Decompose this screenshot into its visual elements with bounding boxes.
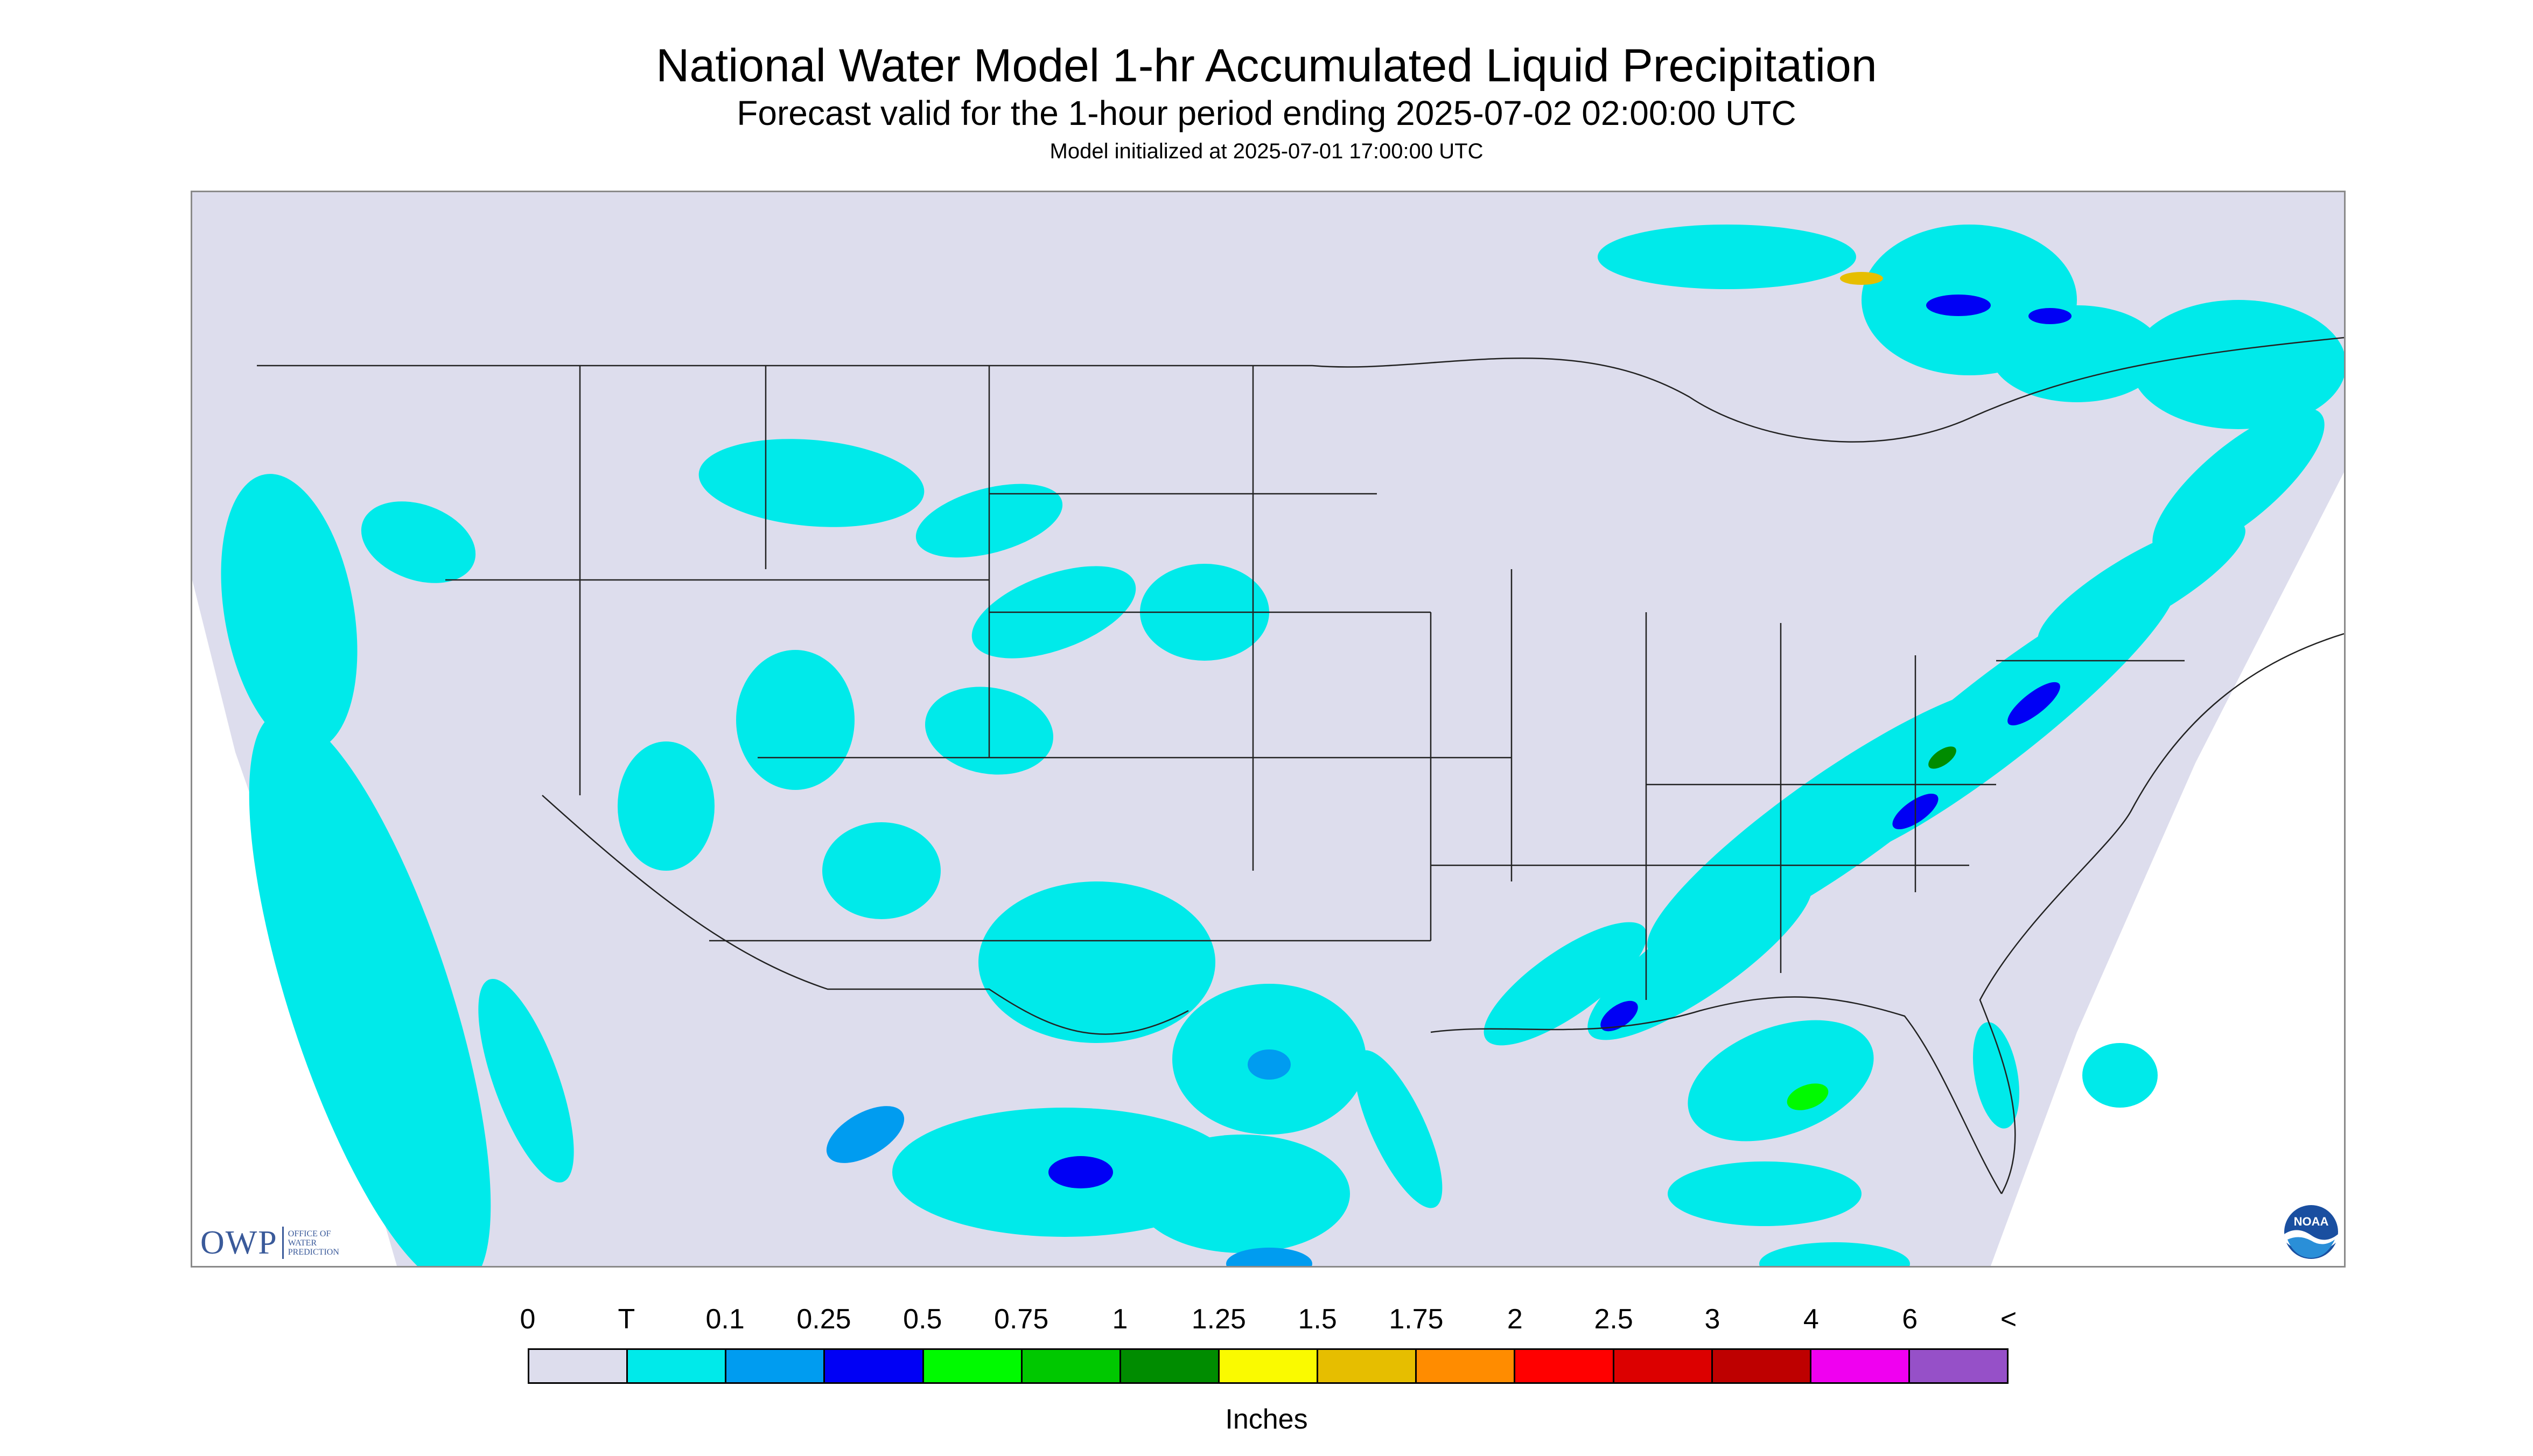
precipitation-map — [191, 191, 2346, 1268]
legend-swatch — [923, 1350, 1023, 1382]
legend-tick: 2.5 — [1594, 1304, 1633, 1335]
owp-logo: OWP OFFICE OF WATER PREDICTION — [200, 1221, 339, 1264]
legend-swatch — [1318, 1350, 1417, 1382]
precip-area — [1787, 1083, 1829, 1110]
forecast-valid-subtitle: Forecast valid for the 1-hour period end… — [737, 94, 1796, 132]
precip-area — [822, 822, 941, 919]
border-line — [542, 795, 1189, 1035]
precip-area — [1598, 225, 1856, 289]
precip-area — [736, 650, 855, 790]
precip-area — [1226, 1248, 1312, 1266]
legend-tick-labels: 0 T 0.1 0.25 0.5 0.75 1 1.25 1.5 1.75 2 2.5 3 4 6 < — [0, 1303, 2533, 1341]
state-borders — [257, 337, 2344, 1194]
precip-area — [1248, 1049, 1291, 1080]
legend-tick: 1.25 — [1191, 1304, 1246, 1335]
legend-swatch — [1022, 1350, 1121, 1382]
legend-tick: 0 — [520, 1304, 536, 1335]
precip-area — [1926, 295, 1991, 316]
precip-area — [1354, 1050, 1443, 1208]
border-line — [1979, 633, 2344, 1194]
precip-area — [1668, 1161, 1862, 1226]
precip-area — [249, 712, 491, 1266]
owp-logo-divider — [282, 1227, 284, 1259]
legend-tick: 2 — [1507, 1304, 1523, 1335]
precip-area — [1840, 272, 1883, 285]
precip-area — [2131, 300, 2344, 429]
legend-tick: 1 — [1112, 1304, 1128, 1335]
legend-color-bar — [528, 1348, 2009, 1384]
border-line — [1312, 337, 2344, 443]
legend-tick: 0.25 — [796, 1304, 851, 1335]
precip-area — [1688, 1020, 1874, 1142]
border-line — [1430, 996, 2003, 1194]
precip-area — [698, 439, 925, 527]
precip-area — [1928, 746, 1956, 769]
precip-area — [2152, 408, 2325, 558]
legend-tick: 0.1 — [705, 1304, 745, 1335]
precip-area — [1600, 1000, 1638, 1032]
legend-swatch — [1614, 1350, 1713, 1382]
legend-swatch — [1417, 1350, 1516, 1382]
legend-tick: 4 — [1803, 1304, 1819, 1335]
legend-swatch — [628, 1350, 727, 1382]
precip-area — [1972, 1022, 2020, 1129]
legend-tick: T — [618, 1304, 635, 1335]
legend-swatch — [726, 1350, 825, 1382]
legend-tick: < — [2000, 1304, 2017, 1335]
legend-tick: 6 — [1902, 1304, 1918, 1335]
legend-tick: 1.75 — [1389, 1304, 1444, 1335]
precip-area — [361, 501, 476, 583]
legend-swatch — [1121, 1350, 1220, 1382]
precip-area — [1135, 1135, 1350, 1253]
map-title: National Water Model 1-hr Accumulated Li… — [656, 40, 1877, 92]
legend-swatch — [1712, 1350, 1811, 1382]
precip-area — [1991, 305, 2163, 402]
legend-swatch — [1909, 1350, 2007, 1382]
precip-area — [826, 1106, 905, 1163]
precip-area — [1816, 576, 2177, 864]
owp-logo-subtext: OFFICE OF WATER PREDICTION — [288, 1229, 339, 1257]
precip-area — [1484, 922, 1647, 1046]
precip-area — [2082, 1043, 2158, 1108]
legend-units-label: Inches — [1225, 1404, 1308, 1435]
legend-tick: 0.5 — [903, 1304, 942, 1335]
precip-area — [2007, 682, 2060, 726]
legend-tick: 0.75 — [994, 1304, 1049, 1335]
precip-area — [2028, 308, 2072, 324]
model-init-text: Model initialized at 2025-07-01 17:00:00… — [1049, 139, 1484, 163]
precipitation-areas — [221, 225, 2344, 1266]
noaa-logo: NOAA — [2284, 1205, 2338, 1259]
legend-swatch — [825, 1350, 924, 1382]
legend-tick: 1.5 — [1298, 1304, 1337, 1335]
owp-logo-text: OWP — [200, 1224, 278, 1261]
legend-swatch — [1515, 1350, 1614, 1382]
legend-swatch — [1219, 1350, 1319, 1382]
legend-tick: 3 — [1704, 1304, 1720, 1335]
precip-area — [1048, 1156, 1113, 1188]
precip-area — [1759, 1242, 1910, 1266]
legend-swatch — [1811, 1350, 1910, 1382]
precip-area — [618, 741, 715, 871]
precip-area — [978, 881, 1215, 1043]
legend-swatch — [529, 1350, 628, 1382]
svg-text:NOAA: NOAA — [2294, 1215, 2329, 1228]
precip-area — [478, 978, 574, 1183]
precip-area — [221, 474, 358, 751]
